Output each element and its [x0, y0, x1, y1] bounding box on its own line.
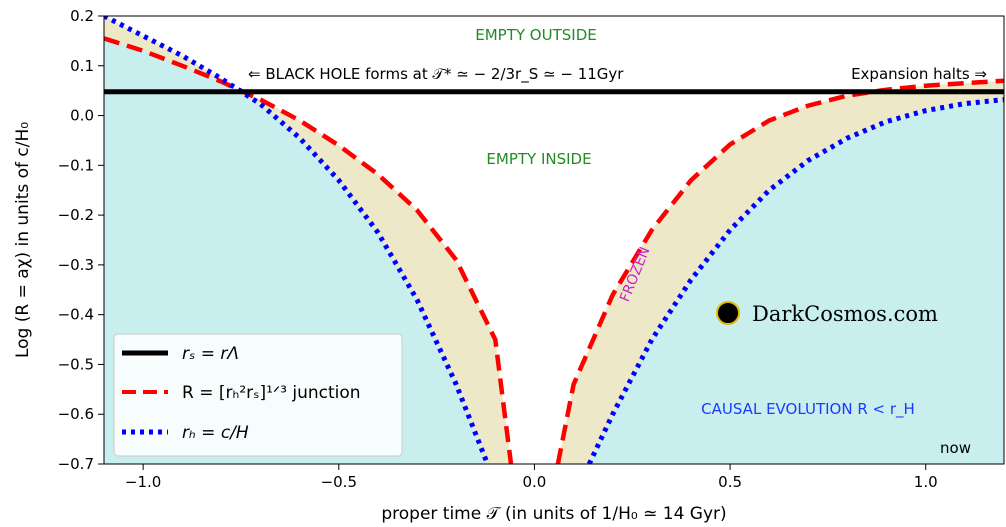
legend-label-hubble-radius: rₕ = c/H [182, 423, 249, 443]
annotation-causal-evolution: CAUSAL EVOLUTION R < r_H [701, 400, 915, 419]
annotation-black-hole: ⇐ BLACK HOLE forms at 𝒯* ≃ − 2/3r_S ≃ − … [248, 65, 624, 84]
annotation-empty-inside: EMPTY INSIDE [486, 150, 591, 168]
y-tick-label: −0.3 [58, 256, 94, 274]
annotation-expansion-halts: Expansion halts ⇒ [851, 65, 987, 83]
y-tick-label: −0.2 [58, 206, 94, 224]
watermark-dot-icon [716, 301, 740, 325]
y-tick-label: 0.0 [70, 107, 94, 125]
causal-region-right [589, 99, 1004, 464]
junction-series-right [555, 78, 1004, 464]
x-tick-label: 0.0 [523, 473, 547, 491]
y-tick-label: −0.5 [58, 355, 94, 373]
x-axis: −1.0 −0.5 0.0 0.5 1.0 [125, 464, 938, 491]
y-tick-label: 0.2 [70, 7, 94, 25]
annotation-empty-outside: EMPTY OUTSIDE [475, 26, 596, 44]
legend-box [113, 333, 403, 457]
frozen-band-right [557, 80, 1004, 464]
annotation-now: now [940, 439, 971, 457]
y-tick-label: 0.1 [70, 57, 94, 75]
legend-label-horizon: rₛ = rΛ [182, 344, 239, 364]
x-axis-label: proper time 𝒯 (in units of 1/H₀ ≃ 14 Gyr… [381, 504, 726, 524]
y-tick-label: −0.4 [58, 306, 94, 324]
watermark: DarkCosmos.com [716, 301, 938, 326]
axes-frame [103, 15, 1005, 465]
hubble-radius-series-left [104, 16, 490, 464]
junction-series-left [104, 36, 514, 464]
legend-label-junction: R = [rₕ²rₛ]¹ᐟ³ junction [182, 383, 361, 403]
frozen-band-left [104, 16, 511, 464]
y-axis-label: Log (R = aχ) in units of c/H₀ [13, 122, 33, 358]
x-tick-label: −1.0 [125, 473, 161, 491]
y-tick-label: −0.1 [58, 156, 94, 174]
y-axis: 0.2 0.1 0.0 −0.1 −0.2 −0.3 −0.4 −0.5 −0.6 −0.7 [58, 7, 104, 473]
x-tick-label: 1.0 [914, 473, 938, 491]
y-tick-label: −0.7 [58, 455, 94, 473]
y-tick-label: −0.6 [58, 405, 94, 423]
series-layer [104, 16, 1004, 464]
x-tick-label: −0.5 [321, 473, 357, 491]
hubble-radius-series-right [586, 97, 1004, 464]
x-tick-label: 0.5 [718, 473, 742, 491]
watermark-text: DarkCosmos.com [752, 302, 938, 326]
legend: rₛ = rΛ R = [rₕ²rₛ]¹ᐟ³ junction rₕ = c/H [113, 333, 403, 457]
